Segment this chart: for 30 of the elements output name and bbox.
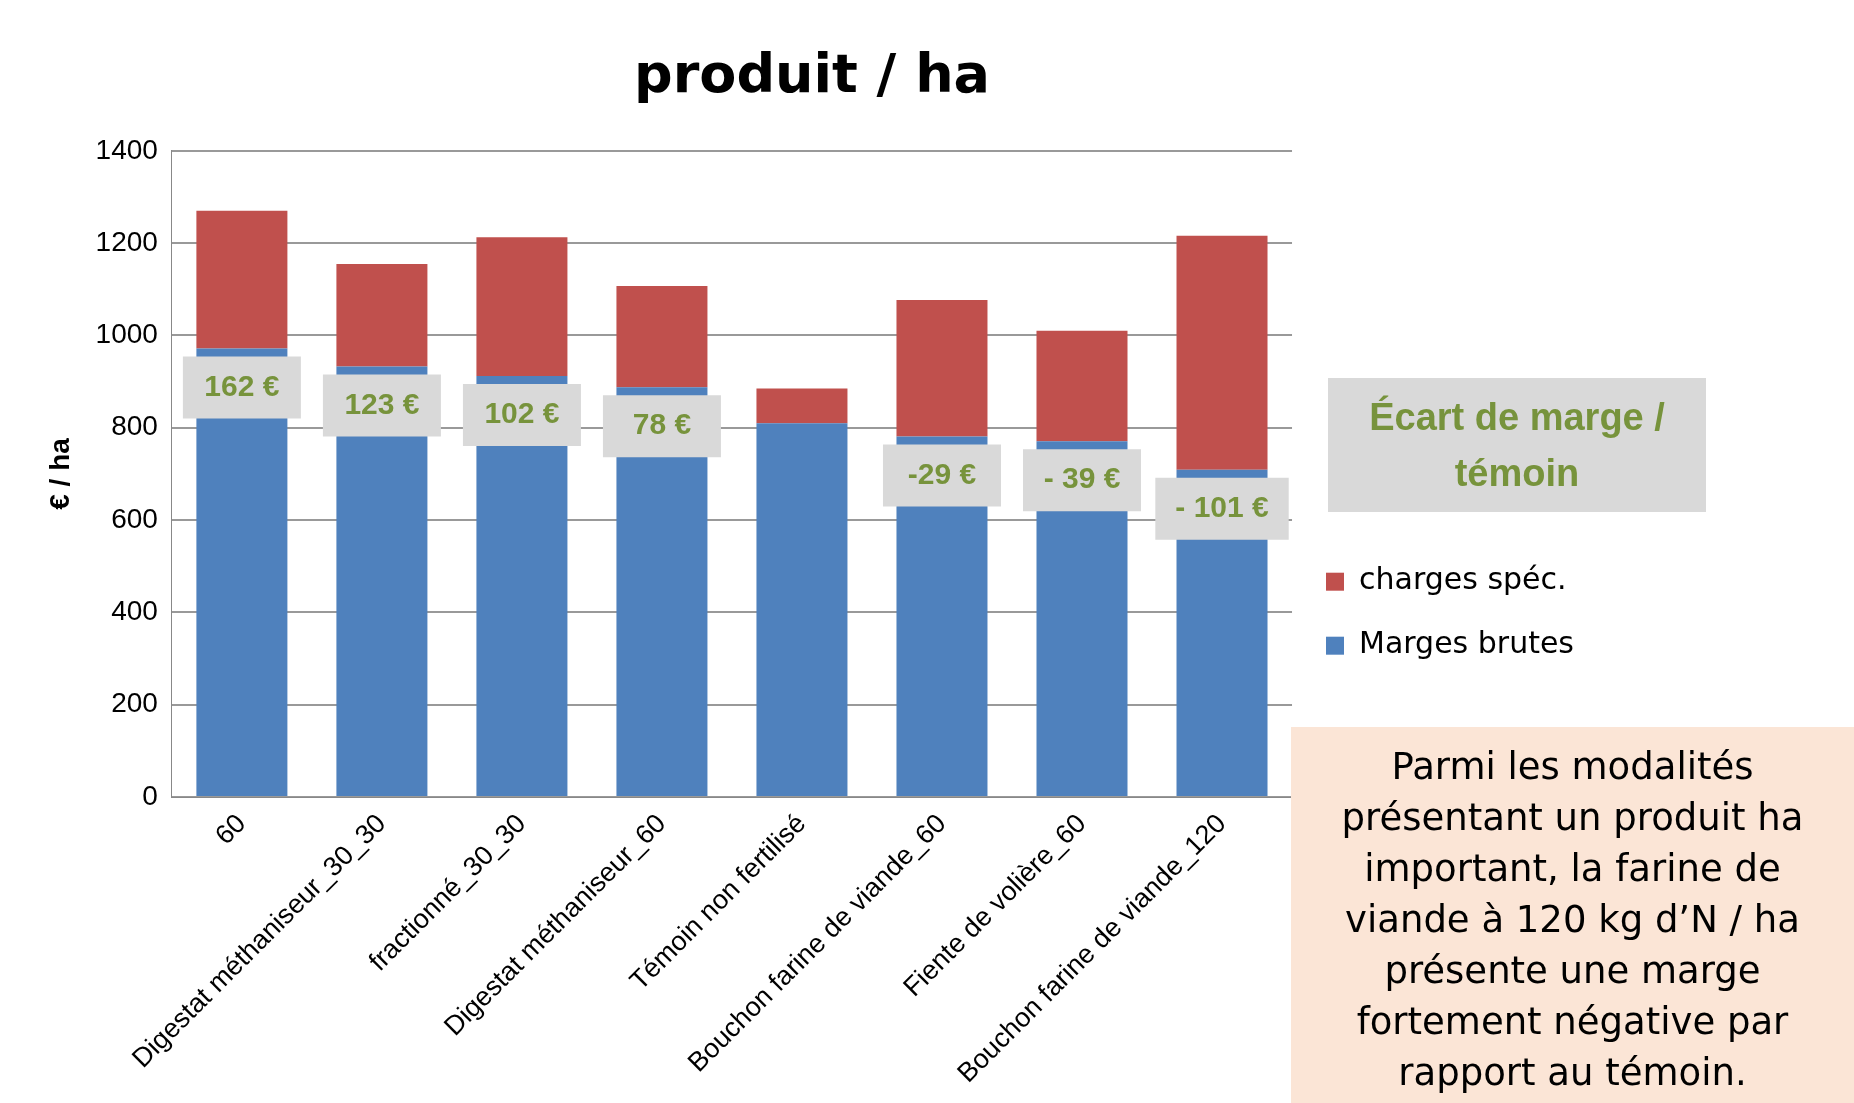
annotation: 78 € xyxy=(632,407,692,441)
bar xyxy=(616,286,708,388)
bar xyxy=(1036,330,1128,442)
y-tick-label: 800 xyxy=(111,410,158,442)
bar xyxy=(476,237,568,377)
annotation: - 101 € xyxy=(1175,490,1270,524)
y-tick-label: 1000 xyxy=(95,318,158,350)
bar xyxy=(196,210,288,349)
chart-title: produit / ha xyxy=(633,42,991,106)
annotation: 102 € xyxy=(484,396,560,430)
annotation: -29 € xyxy=(907,456,977,490)
y-tick-label: 0 xyxy=(142,779,158,811)
bar xyxy=(756,388,848,424)
annotation: - 39 € xyxy=(1043,461,1121,495)
y-axis-title: € / ha xyxy=(43,437,75,510)
bar xyxy=(896,299,988,437)
y-tick-label: 400 xyxy=(111,595,158,627)
y-tick-label: 200 xyxy=(111,687,158,719)
bar xyxy=(336,263,428,367)
y-tick-label: 600 xyxy=(111,502,158,534)
text: Écart de marge / témoin xyxy=(1328,378,1706,512)
annotation: 162 € xyxy=(204,368,280,402)
text: Parmi les modalités présentant un produit ha important, la farine de viande à 120 kg d’N / ha présente une marge fortement négative par rapport au témoin. xyxy=(1291,727,1854,1103)
y-tick-label: 1400 xyxy=(95,133,158,165)
y-tick-label: 1200 xyxy=(95,225,158,257)
bar xyxy=(1176,235,1268,470)
legend-label: charges spéc. xyxy=(1359,561,1567,597)
bar xyxy=(756,423,848,797)
annotation: 123 € xyxy=(344,386,420,420)
legend-label: Marges brutes xyxy=(1359,625,1574,661)
